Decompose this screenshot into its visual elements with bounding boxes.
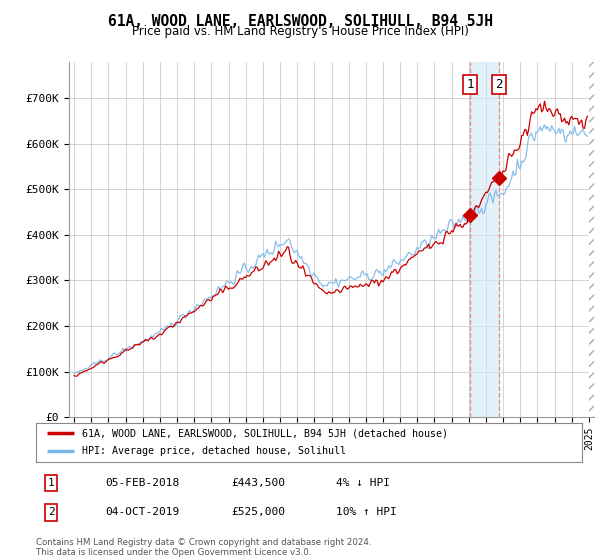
- Text: 2: 2: [495, 78, 503, 91]
- Text: 2: 2: [47, 507, 55, 517]
- Text: 61A, WOOD LANE, EARLSWOOD, SOLIHULL, B94 5JH (detached house): 61A, WOOD LANE, EARLSWOOD, SOLIHULL, B94…: [82, 428, 448, 438]
- Text: 4% ↓ HPI: 4% ↓ HPI: [336, 478, 390, 488]
- Text: 1: 1: [47, 478, 55, 488]
- Text: £443,500: £443,500: [231, 478, 285, 488]
- Text: 05-FEB-2018: 05-FEB-2018: [105, 478, 179, 488]
- Text: £525,000: £525,000: [231, 507, 285, 517]
- Text: 61A, WOOD LANE, EARLSWOOD, SOLIHULL, B94 5JH: 61A, WOOD LANE, EARLSWOOD, SOLIHULL, B94…: [107, 14, 493, 29]
- Text: HPI: Average price, detached house, Solihull: HPI: Average price, detached house, Soli…: [82, 446, 346, 456]
- Text: 04-OCT-2019: 04-OCT-2019: [105, 507, 179, 517]
- Text: Contains HM Land Registry data © Crown copyright and database right 2024.
This d: Contains HM Land Registry data © Crown c…: [36, 538, 371, 557]
- Bar: [589, 62, 594, 417]
- Text: Price paid vs. HM Land Registry's House Price Index (HPI): Price paid vs. HM Land Registry's House …: [131, 25, 469, 38]
- Text: 10% ↑ HPI: 10% ↑ HPI: [336, 507, 397, 517]
- Text: 1: 1: [467, 78, 474, 91]
- Bar: [470, 62, 499, 417]
